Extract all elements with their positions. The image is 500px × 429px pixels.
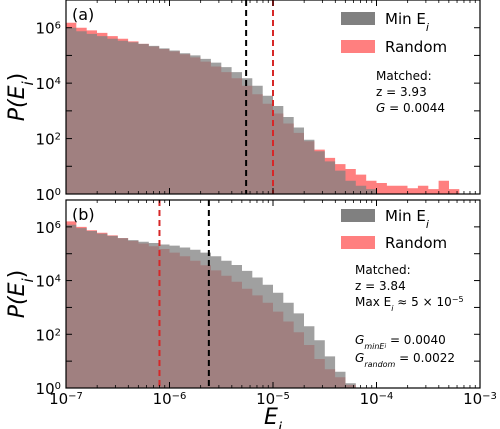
annotation-g-a: G = 0.0044 [376,101,445,115]
annotation-max-ei-b: Max Ei ≈ 5 × 10−5 [355,295,464,313]
y-tick-label-b: 102 [36,326,61,344]
y-tick-label-a: 106 [36,20,61,38]
panel-label-b: (b) [72,205,95,224]
histogram-min-ei-b [66,224,356,388]
legend-swatch-random-a [341,40,375,53]
y-tick-label-a: 102 [36,131,61,149]
y-tick-label-b: 106 [36,219,61,237]
panel-b: 100 102 104 106 10−7 10−6 10−5 10−4 10−3 (b) P(E… [5,199,497,429]
legend-label-random-b: Random [385,234,447,252]
x-tick-label: 10−5 [256,390,290,408]
x-tick-label: 10−3 [463,390,497,408]
y-tick-label-a: 100 [36,186,61,204]
y-axis-label-a: P(Ei) [5,73,37,122]
legend-label-random-a: Random [385,38,447,56]
y-tick-label-b: 100 [36,380,61,398]
histogram-min-ei-a [66,27,377,195]
annotation-g-random-b: Grandom = 0.0022 [355,351,455,369]
legend-b: Min Ei Random [341,207,447,252]
annotation-z-a: z = 3.93 [376,85,427,99]
y-tick-label-a: 104 [36,75,61,93]
panel-label-a: (a) [72,5,94,24]
annotation-z-b: z = 3.84 [355,279,406,293]
x-tick-label: 10−6 [153,390,187,408]
legend-swatch-min-ei-b [341,209,375,222]
annotation-matched-a: Matched: [376,69,432,83]
legend-a: Min Ei Random [341,10,447,56]
x-tick-label: 10−4 [360,390,394,408]
y-tick-label-b: 104 [36,273,61,291]
legend-label-min-ei-b: Min Ei [385,207,429,231]
y-axis-label-b: P(Ei) [5,270,37,319]
legend-label-min-ei-a: Min Ei [385,10,429,34]
legend-swatch-random-b [341,236,375,249]
annotation-g-min-b: GminEi = 0.0040 [355,333,446,351]
panel-a: 100 102 104 106 (a) P(Ei) Min Ei Random Mat… [5,0,481,204]
x-axis-label: Ei [264,405,283,429]
annotation-matched-b: Matched: [355,263,411,277]
legend-swatch-min-ei-a [341,12,375,25]
x-tick-label: 10−7 [49,390,83,408]
